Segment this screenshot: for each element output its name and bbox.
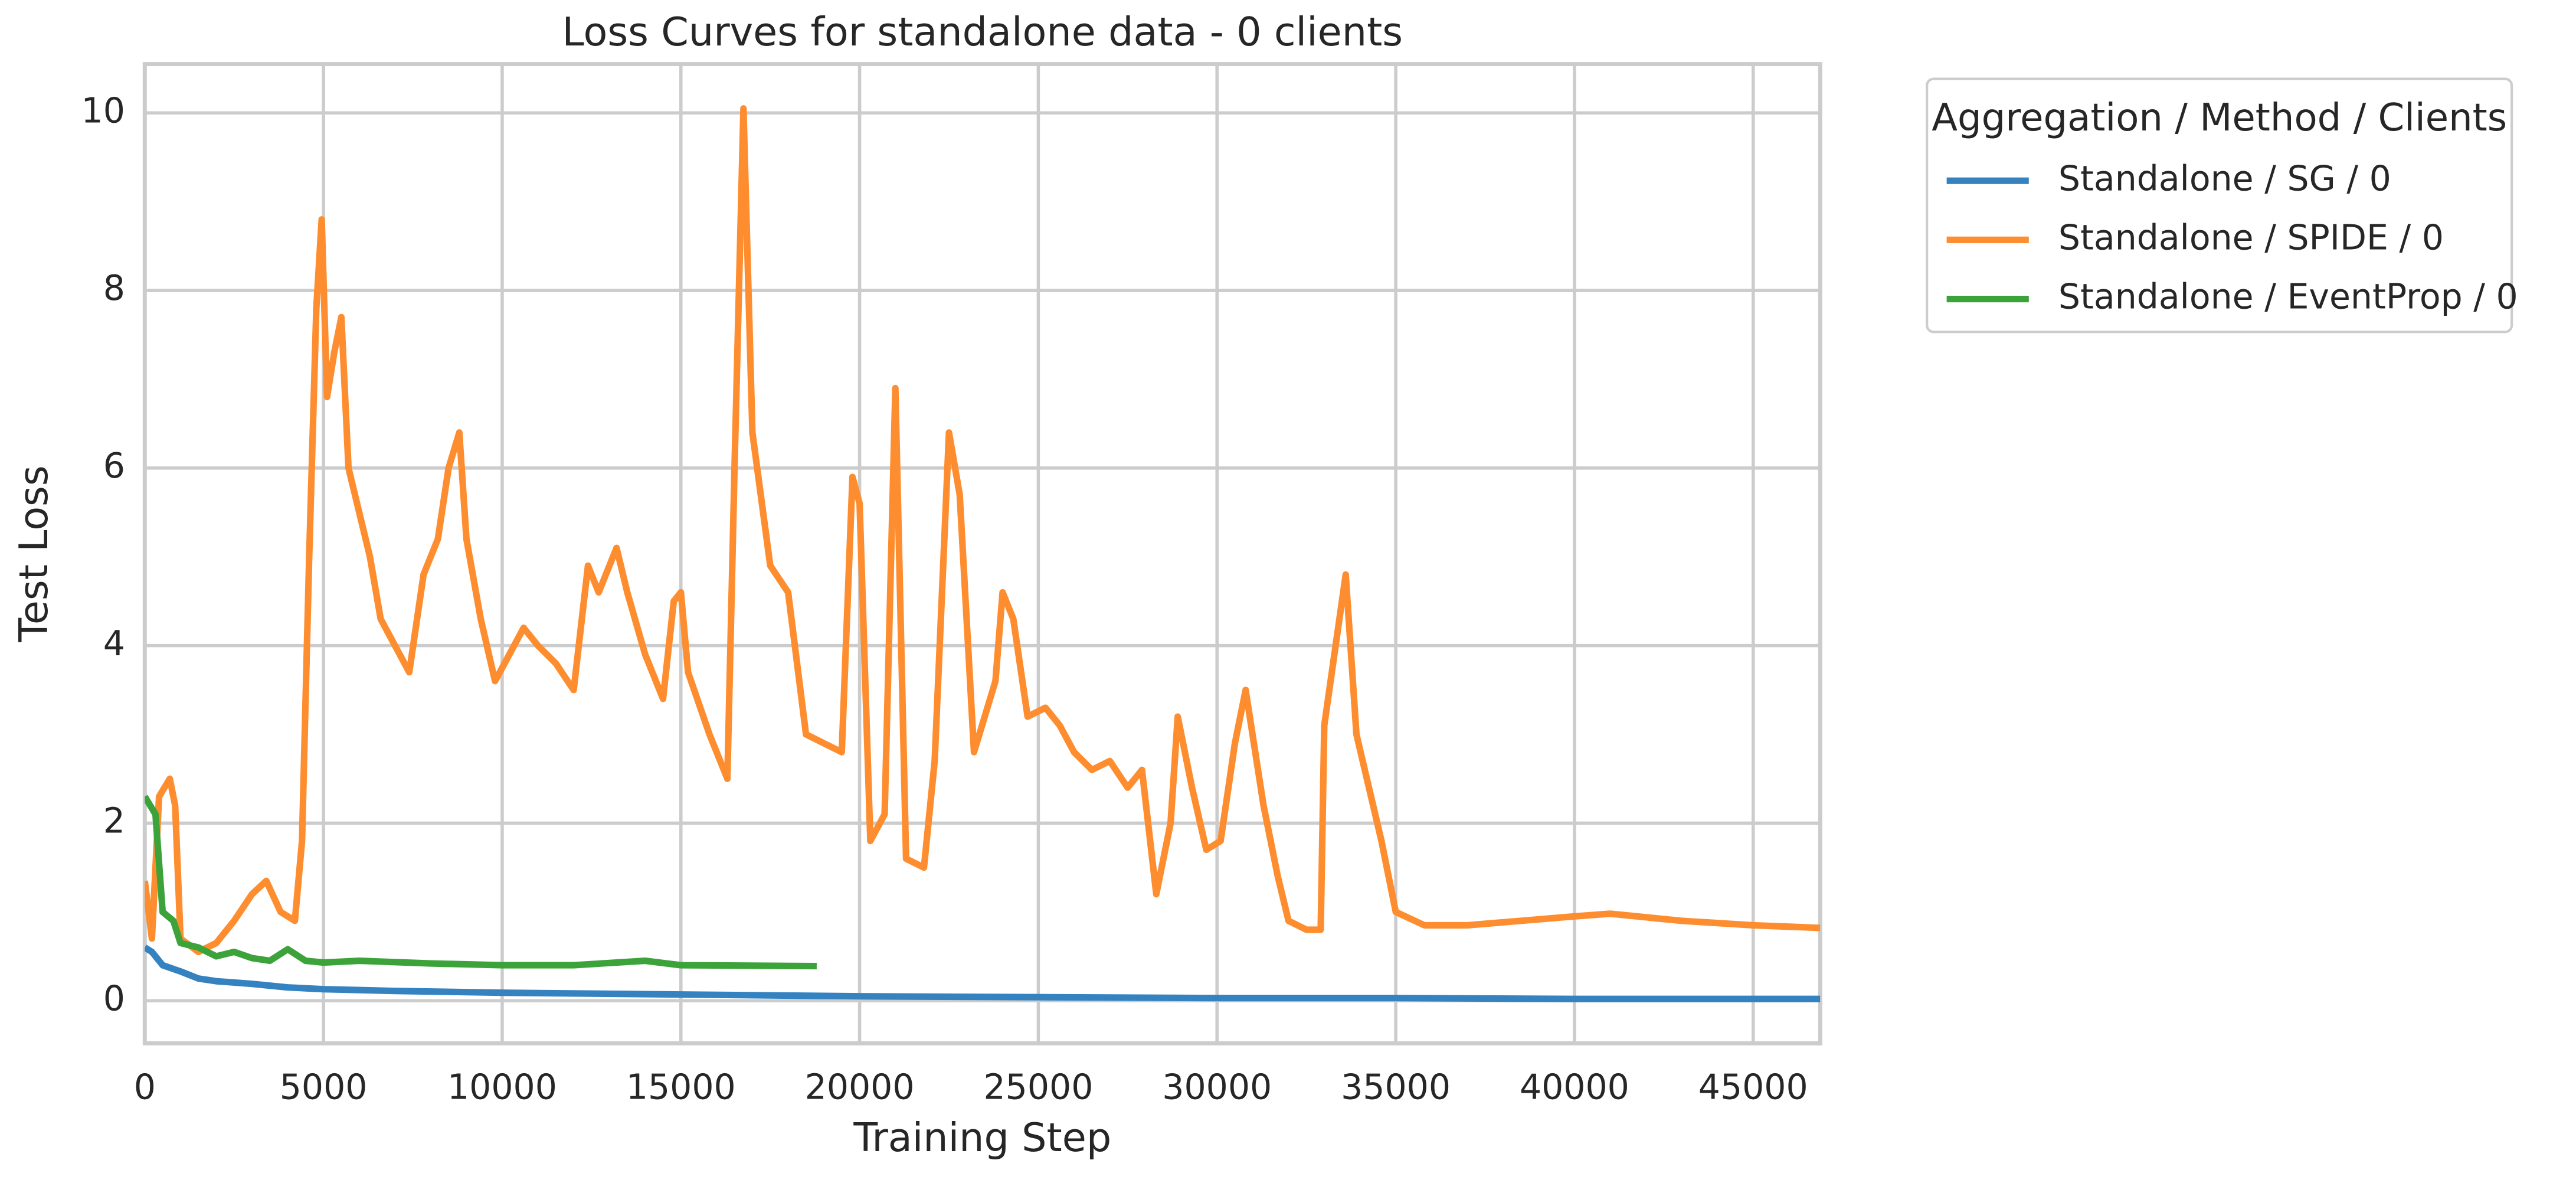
legend-label: Standalone / EventProp / 0 [2058, 277, 2518, 317]
y-tick-label: 10 [81, 90, 125, 130]
chart-title: Loss Curves for standalone data - 0 clie… [562, 9, 1403, 55]
line [145, 795, 817, 970]
y-tick-label: 6 [103, 446, 125, 486]
y-tick-label: 0 [103, 978, 125, 1018]
legend-label: Standalone / SG / 0 [2058, 158, 2391, 198]
y-axis-label: Test Loss [11, 465, 57, 642]
x-tick-label: 15000 [626, 1067, 736, 1107]
x-tick-label: 10000 [447, 1067, 557, 1107]
y-tick-label: 4 [103, 623, 125, 664]
x-tick-label: 20000 [805, 1067, 915, 1107]
x-tick-label: 25000 [983, 1067, 1093, 1107]
legend-label: Standalone / SPIDE / 0 [2058, 217, 2444, 257]
x-axis-label: Training Step [853, 1115, 1111, 1161]
y-tick-label: 8 [103, 268, 125, 308]
x-tick-label: 40000 [1520, 1067, 1629, 1107]
x-tick-label: 0 [134, 1067, 156, 1107]
y-tick-label: 2 [103, 801, 125, 841]
x-tick-label: 5000 [280, 1067, 368, 1107]
line [145, 105, 1821, 956]
line [145, 945, 1821, 1002]
x-tick-label: 30000 [1162, 1067, 1272, 1107]
legend-box [1926, 77, 2513, 334]
plot-frame [142, 62, 1822, 1045]
legend-title: Aggregation / Method / Clients [1932, 96, 2507, 140]
x-tick-label: 35000 [1341, 1067, 1451, 1107]
x-tick-label: 45000 [1698, 1067, 1808, 1107]
